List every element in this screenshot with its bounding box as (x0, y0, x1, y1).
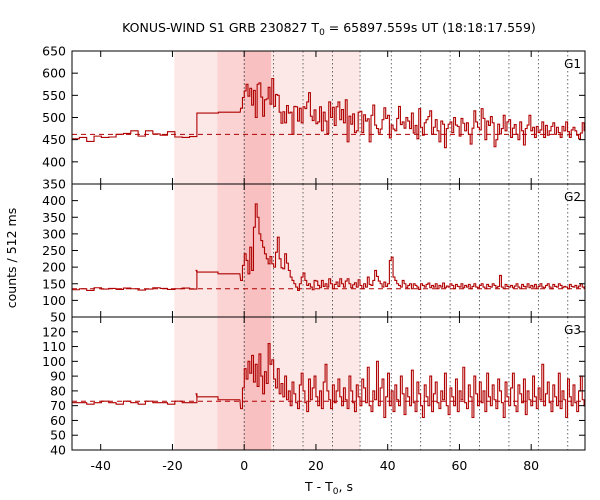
y-tick-label: 500 (42, 110, 66, 125)
y-tick-label: 70 (50, 398, 66, 413)
panel-frame (71, 316, 586, 451)
y-tick-label: 120 (42, 324, 66, 339)
y-tick-label: 40 (50, 443, 66, 458)
chart-title: KONUS-WIND S1 GRB 230827 T0 = 65897.559s… (122, 20, 536, 38)
light-curve-series (72, 343, 585, 419)
panel-label: G1 (564, 57, 581, 71)
y-tick-label: 50 (50, 310, 66, 325)
x-tick-label: 80 (523, 458, 539, 473)
x-axis-label: T - T0, s (304, 479, 353, 497)
shaded-interval (217, 317, 245, 450)
panels-group: 350400450500550600650G150100150200250300… (42, 44, 586, 473)
x-tick-label: 20 (308, 458, 324, 473)
shaded-interval (217, 184, 245, 317)
y-tick-label: 100 (42, 354, 66, 369)
y-tick-label: 50 (50, 428, 66, 443)
x-tick-label: 40 (380, 458, 396, 473)
y-tick-label: 450 (42, 132, 66, 147)
x-tick-label: 0 (240, 458, 248, 473)
y-tick-label: 400 (42, 193, 66, 208)
shaded-interval (217, 51, 245, 184)
panel-label: G3 (564, 323, 581, 337)
panel-label: G2 (564, 190, 581, 204)
panel-g1: 350 400 450 500 550 600 650 G1 (42, 44, 586, 192)
y-tick-label: 350 (42, 210, 66, 225)
y-tick-label: 100 (42, 293, 66, 308)
y-tick-label: 250 (42, 243, 66, 258)
y-tick-label: 90 (50, 369, 66, 384)
y-axis-label: counts / 512 ms (4, 208, 19, 308)
y-tick-label: 110 (42, 339, 66, 354)
y-tick-label: 350 (42, 177, 66, 192)
y-tick-label: 80 (50, 383, 66, 398)
light-curve-series (72, 203, 585, 291)
y-tick-label: 650 (42, 44, 66, 59)
y-tick-label: 300 (42, 226, 66, 241)
y-tick-label: 200 (42, 260, 66, 275)
x-tick-label: 60 (451, 458, 467, 473)
y-tick-label: 550 (42, 88, 66, 103)
y-tick-label: 150 (42, 276, 66, 291)
y-tick-label: 60 (50, 413, 66, 428)
x-tick-label: -20 (162, 458, 182, 473)
light-curve-series (72, 77, 585, 149)
x-tick-label: -40 (90, 458, 110, 473)
y-tick-label: 400 (42, 154, 66, 169)
y-tick-label: 600 (42, 66, 66, 81)
